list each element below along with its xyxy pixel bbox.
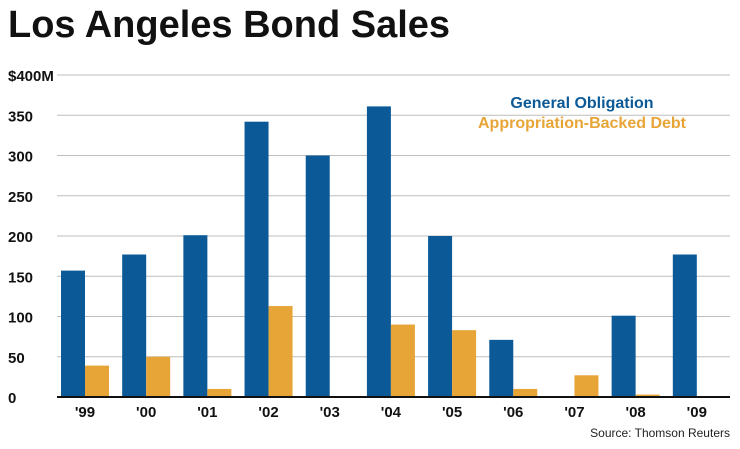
- bar-appropriation-backed-debt: [513, 388, 538, 397]
- bar-general-obligation: [366, 106, 391, 398]
- bar-appropriation-backed-debt: [635, 394, 660, 397]
- x-tick-label: '06: [503, 404, 523, 421]
- bar-appropriation-backed-debt: [452, 330, 477, 397]
- bar-appropriation-backed-debt: [146, 356, 171, 397]
- y-tick-label: 100: [8, 310, 33, 327]
- bar-general-obligation: [183, 235, 208, 397]
- bar-appropriation-backed-debt: [574, 375, 599, 397]
- y-tick-label: 50: [8, 350, 25, 367]
- x-tick-label: '01: [197, 404, 217, 421]
- bar-general-obligation: [61, 270, 85, 397]
- bar-appropriation-backed-debt: [390, 324, 415, 397]
- x-tick-label: '99: [75, 404, 95, 421]
- legend-general-obligation: General Obligation: [510, 95, 653, 112]
- y-tick-label: 250: [8, 189, 33, 206]
- x-tick-label: '00: [136, 404, 156, 421]
- bar-general-obligation: [489, 339, 514, 397]
- x-tick-label: '08: [626, 404, 646, 421]
- y-tick-label: 300: [8, 149, 33, 166]
- y-tick-label: 0: [8, 390, 16, 407]
- x-tick-label: '03: [320, 404, 340, 421]
- bar-appropriation-backed-debt: [207, 388, 232, 397]
- x-tick-label: '07: [564, 404, 584, 421]
- y-tick-label: 350: [8, 108, 33, 125]
- bar-appropriation-backed-debt: [85, 365, 109, 397]
- bar-general-obligation: [672, 254, 697, 397]
- bar-general-obligation: [611, 315, 636, 397]
- y-tick-label: 150: [8, 269, 33, 286]
- y-tick-label: 200: [8, 229, 33, 246]
- bar-general-obligation: [428, 236, 453, 397]
- x-tick-label: '04: [381, 404, 402, 421]
- source-note: Source: Thomson Reuters: [590, 426, 730, 440]
- x-tick-label: '09: [687, 404, 707, 421]
- bar-general-obligation: [305, 155, 330, 397]
- bar-appropriation-backed-debt: [268, 306, 293, 397]
- legend-appropriation-backed-debt: Appropriation-Backed Debt: [478, 115, 687, 132]
- y-tick-label: $400M: [8, 68, 54, 85]
- x-tick-label: '02: [258, 404, 278, 421]
- bar-general-obligation: [244, 121, 269, 397]
- bar-general-obligation: [122, 254, 147, 397]
- chart-title: Los Angeles Bond Sales: [8, 4, 451, 46]
- x-tick-label: '05: [442, 404, 462, 421]
